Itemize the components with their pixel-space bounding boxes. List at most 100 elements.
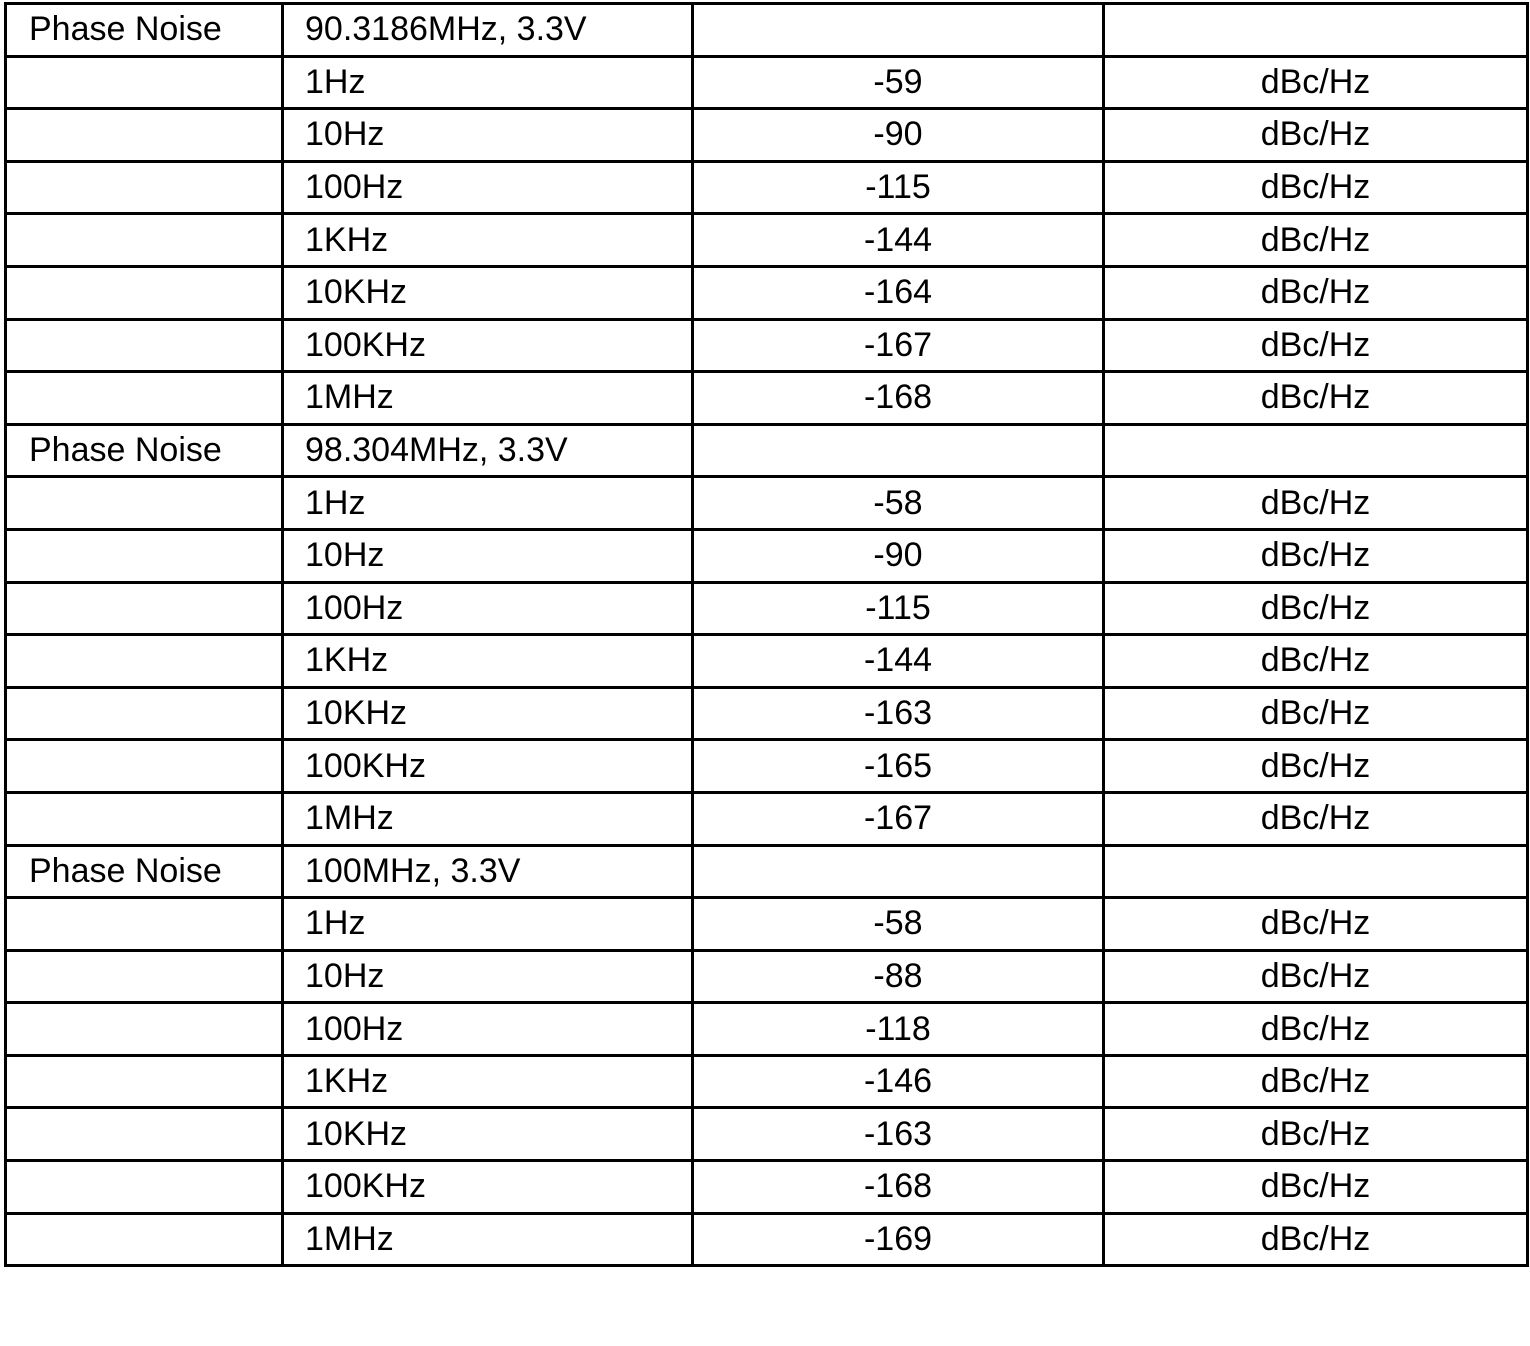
unit-cell: dBc/Hz: [1102, 790, 1529, 847]
value-cell: -168: [691, 370, 1105, 426]
table-row: 100Hz -115 dBc/Hz: [4, 580, 1529, 637]
condition-cell: 90.3186MHz, 3.3V: [281, 2, 694, 58]
empty-cell: [4, 633, 284, 689]
value-cell: -90: [691, 527, 1105, 584]
empty-cell: [4, 948, 284, 1005]
table-row: 1MHz -168 dBc/Hz: [4, 370, 1529, 426]
table-row: 100Hz -118 dBc/Hz: [4, 1001, 1529, 1057]
offset-cell: 1Hz: [281, 475, 694, 531]
value-cell: -88: [691, 948, 1105, 1005]
value-cell: -58: [691, 896, 1105, 952]
offset-cell: 1Hz: [281, 896, 694, 952]
parameter-cell: Phase Noise: [4, 843, 284, 900]
empty-cell: [4, 159, 284, 216]
parameter-cell: Phase Noise: [4, 422, 284, 479]
empty-cell: [4, 790, 284, 847]
offset-cell: 10Hz: [281, 107, 694, 163]
unit-cell: dBc/Hz: [1102, 685, 1529, 742]
value-cell: -168: [691, 1159, 1105, 1215]
empty-cell: [1102, 843, 1529, 900]
unit-cell: dBc/Hz: [1102, 1159, 1529, 1215]
unit-cell: dBc/Hz: [1102, 475, 1529, 531]
value-cell: -167: [691, 790, 1105, 847]
table-row: 10Hz -90 dBc/Hz: [4, 107, 1529, 163]
value-cell: -146: [691, 1053, 1105, 1110]
unit-cell: dBc/Hz: [1102, 54, 1529, 111]
table-row: 1KHz -144 dBc/Hz: [4, 633, 1529, 689]
empty-cell: [4, 475, 284, 531]
empty-cell: [4, 370, 284, 426]
empty-cell: [4, 1159, 284, 1215]
table-row: 100KHz -167 dBc/Hz: [4, 317, 1529, 374]
offset-cell: 100KHz: [281, 317, 694, 374]
table-row: 100KHz -168 dBc/Hz: [4, 1159, 1529, 1215]
value-cell: -59: [691, 54, 1105, 111]
offset-cell: 100KHz: [281, 1159, 694, 1215]
offset-cell: 10Hz: [281, 527, 694, 584]
unit-cell: dBc/Hz: [1102, 1106, 1529, 1163]
unit-cell: dBc/Hz: [1102, 580, 1529, 637]
value-cell: -115: [691, 159, 1105, 216]
empty-cell: [4, 738, 284, 794]
offset-cell: 1KHz: [281, 633, 694, 689]
offset-cell: 100Hz: [281, 1001, 694, 1057]
unit-cell: dBc/Hz: [1102, 738, 1529, 794]
unit-cell: dBc/Hz: [1102, 1053, 1529, 1110]
section-header-row: Phase Noise 100MHz, 3.3V: [4, 843, 1529, 900]
value-cell: -118: [691, 1001, 1105, 1057]
offset-cell: 1KHz: [281, 212, 694, 268]
empty-cell: [4, 1211, 284, 1268]
empty-cell: [4, 527, 284, 584]
value-cell: -115: [691, 580, 1105, 637]
offset-cell: 10KHz: [281, 1106, 694, 1163]
offset-cell: 100KHz: [281, 738, 694, 794]
unit-cell: dBc/Hz: [1102, 527, 1529, 584]
empty-cell: [4, 580, 284, 637]
offset-cell: 1Hz: [281, 54, 694, 111]
table-row: 1MHz -167 dBc/Hz: [4, 790, 1529, 847]
unit-cell: dBc/Hz: [1102, 264, 1529, 321]
value-cell: -164: [691, 264, 1105, 321]
offset-cell: 1MHz: [281, 1211, 694, 1268]
condition-cell: 100MHz, 3.3V: [281, 843, 694, 900]
value-cell: -144: [691, 212, 1105, 268]
offset-cell: 1KHz: [281, 1053, 694, 1110]
offset-cell: 1MHz: [281, 370, 694, 426]
offset-cell: 10Hz: [281, 948, 694, 1005]
value-cell: -169: [691, 1211, 1105, 1268]
empty-cell: [4, 1001, 284, 1057]
empty-cell: [4, 317, 284, 374]
table-row: 10KHz -164 dBc/Hz: [4, 264, 1529, 321]
phase-noise-table: Phase Noise 90.3186MHz, 3.3V 1Hz -59 dBc/Hz 1…: [4, 2, 1529, 1268]
empty-cell: [1102, 2, 1529, 58]
unit-cell: dBc/Hz: [1102, 1211, 1529, 1268]
table-row: 100Hz -115 dBc/Hz: [4, 159, 1529, 216]
condition-cell: 98.304MHz, 3.3V: [281, 422, 694, 479]
unit-cell: dBc/Hz: [1102, 159, 1529, 216]
table-row: 1Hz -58 dBc/Hz: [4, 896, 1529, 952]
unit-cell: dBc/Hz: [1102, 948, 1529, 1005]
value-cell: -163: [691, 685, 1105, 742]
empty-cell: [4, 1106, 284, 1163]
unit-cell: dBc/Hz: [1102, 633, 1529, 689]
empty-cell: [4, 685, 284, 742]
value-cell: -90: [691, 107, 1105, 163]
unit-cell: dBc/Hz: [1102, 1001, 1529, 1057]
empty-cell: [691, 422, 1105, 479]
section-header-row: Phase Noise 90.3186MHz, 3.3V: [4, 2, 1529, 58]
table-row: 10KHz -163 dBc/Hz: [4, 1106, 1529, 1163]
table-row: 10Hz -90 dBc/Hz: [4, 527, 1529, 584]
empty-cell: [4, 212, 284, 268]
parameter-cell: Phase Noise: [4, 2, 284, 58]
table-row: 1MHz -169 dBc/Hz: [4, 1211, 1529, 1268]
empty-cell: [1102, 422, 1529, 479]
value-cell: -165: [691, 738, 1105, 794]
table-body: Phase Noise 90.3186MHz, 3.3V 1Hz -59 dBc/Hz 1…: [4, 2, 1529, 1268]
section-header-row: Phase Noise 98.304MHz, 3.3V: [4, 422, 1529, 479]
offset-cell: 100Hz: [281, 580, 694, 637]
table-row: 1KHz -146 dBc/Hz: [4, 1053, 1529, 1110]
empty-cell: [691, 843, 1105, 900]
unit-cell: dBc/Hz: [1102, 107, 1529, 163]
unit-cell: dBc/Hz: [1102, 896, 1529, 952]
empty-cell: [4, 264, 284, 321]
